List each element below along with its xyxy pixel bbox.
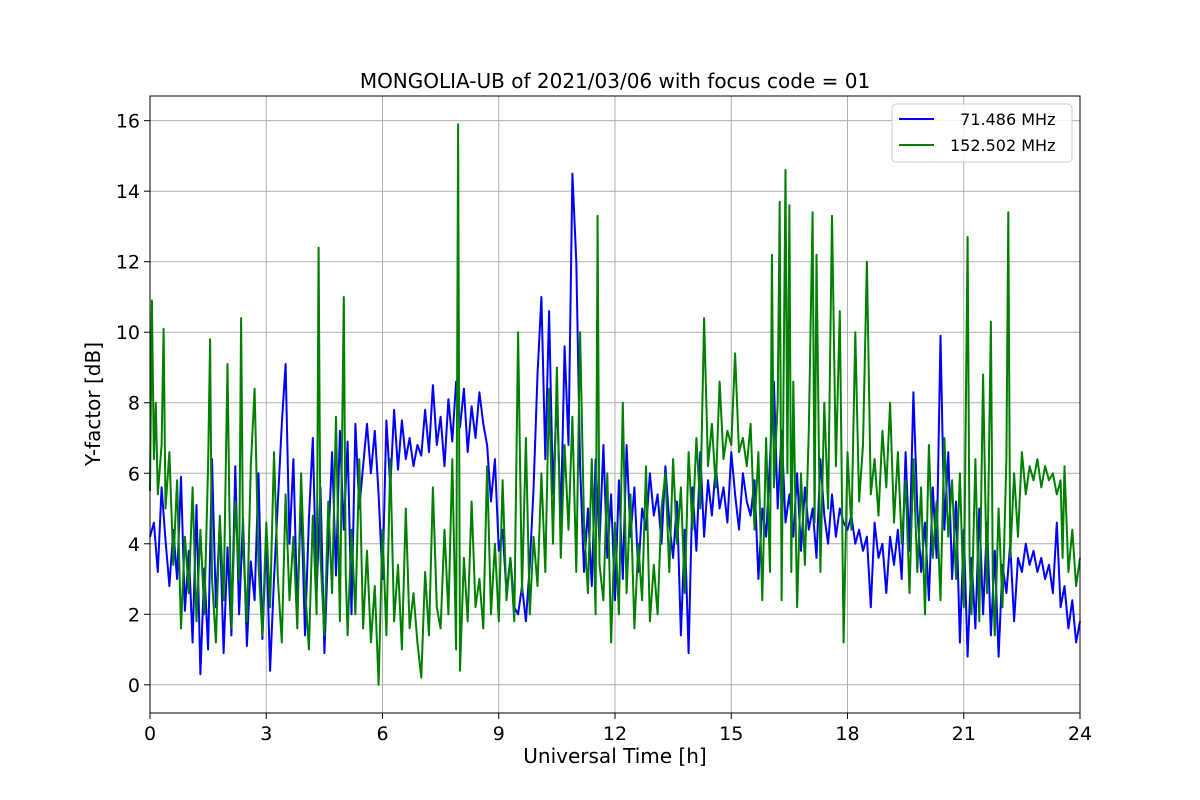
y-tick-label: 2 <box>128 604 140 626</box>
x-tick-label: 9 <box>493 723 505 745</box>
legend-label-0: 71.486 MHz <box>950 110 1055 129</box>
legend-box <box>891 103 1073 163</box>
y-tick-label: 12 <box>116 252 140 274</box>
x-tick-label: 12 <box>603 723 627 745</box>
x-axis-label: Universal Time [h] <box>523 744 706 768</box>
x-tick-label: 24 <box>1068 723 1092 745</box>
x-tick-label: 21 <box>952 723 976 745</box>
y-tick-label: 4 <box>128 534 140 556</box>
x-tick-label: 6 <box>376 723 388 745</box>
y-tick-label: 10 <box>116 322 140 344</box>
x-tick-label: 3 <box>260 723 272 745</box>
chart-title: MONGOLIA-UB of 2021/03/06 with focus cod… <box>360 69 870 93</box>
y-tick-label: 0 <box>128 675 140 697</box>
series-line-0 <box>149 172 1081 676</box>
y-tick-label: 14 <box>116 181 140 203</box>
y-tick-label: 6 <box>128 463 140 485</box>
y-tick-label: 16 <box>116 111 140 133</box>
legend-label-1: 152.502 MHz <box>950 136 1055 155</box>
y-tick-label: 8 <box>128 393 140 415</box>
x-tick-label: 18 <box>835 723 859 745</box>
x-tick-label: 15 <box>719 723 743 745</box>
x-tick-label: 0 <box>144 723 156 745</box>
series-group <box>149 123 1081 686</box>
series-line-1 <box>149 123 1081 686</box>
legend: 71.486 MHz 152.502 MHz <box>891 103 1073 163</box>
y-axis-label: Y-factor [dB] <box>81 342 105 467</box>
x-axis: 0 3 6 9 12 15 18 21 24 <box>144 713 1092 745</box>
y-axis: 0 2 4 6 8 10 12 14 16 <box>116 111 150 697</box>
grid <box>149 96 1081 713</box>
